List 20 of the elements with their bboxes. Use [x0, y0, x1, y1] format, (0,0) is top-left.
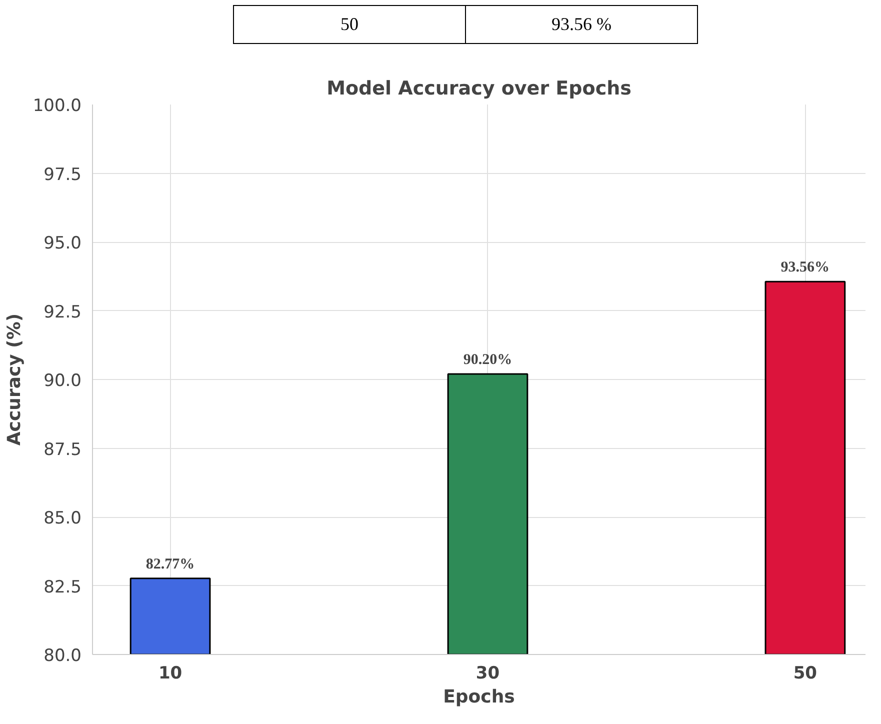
text: 50 [234, 6, 466, 44]
x-tick-label: 30 [476, 664, 500, 684]
y-tick-label: 100.0 [32, 96, 82, 116]
x-axis-title: Epochs [443, 686, 515, 708]
y-tick-label: 97.5 [44, 164, 82, 185]
x-tick-label: 50 [793, 664, 818, 684]
y-tick-label: 85.0 [44, 508, 82, 528]
y-tick-label: 92.5 [44, 302, 82, 322]
data-label: 90.20% [463, 352, 512, 368]
y-tick-label: 87.5 [44, 440, 82, 460]
text: 93.56 % [466, 6, 698, 44]
y-tick-label: 80.0 [44, 646, 82, 666]
chart-title: Model Accuracy over Epochs [326, 78, 632, 100]
data-label: 93.56% [780, 260, 830, 276]
y-tick-label: 95.0 [44, 234, 82, 254]
data-label: 82.77% [146, 556, 195, 572]
x-tick-label: 10 [158, 664, 182, 684]
y-tick-label: 90.0 [44, 371, 82, 391]
y-tick-label: 82.5 [44, 577, 82, 598]
y-axis-title: Accuracy (%) [4, 313, 25, 446]
